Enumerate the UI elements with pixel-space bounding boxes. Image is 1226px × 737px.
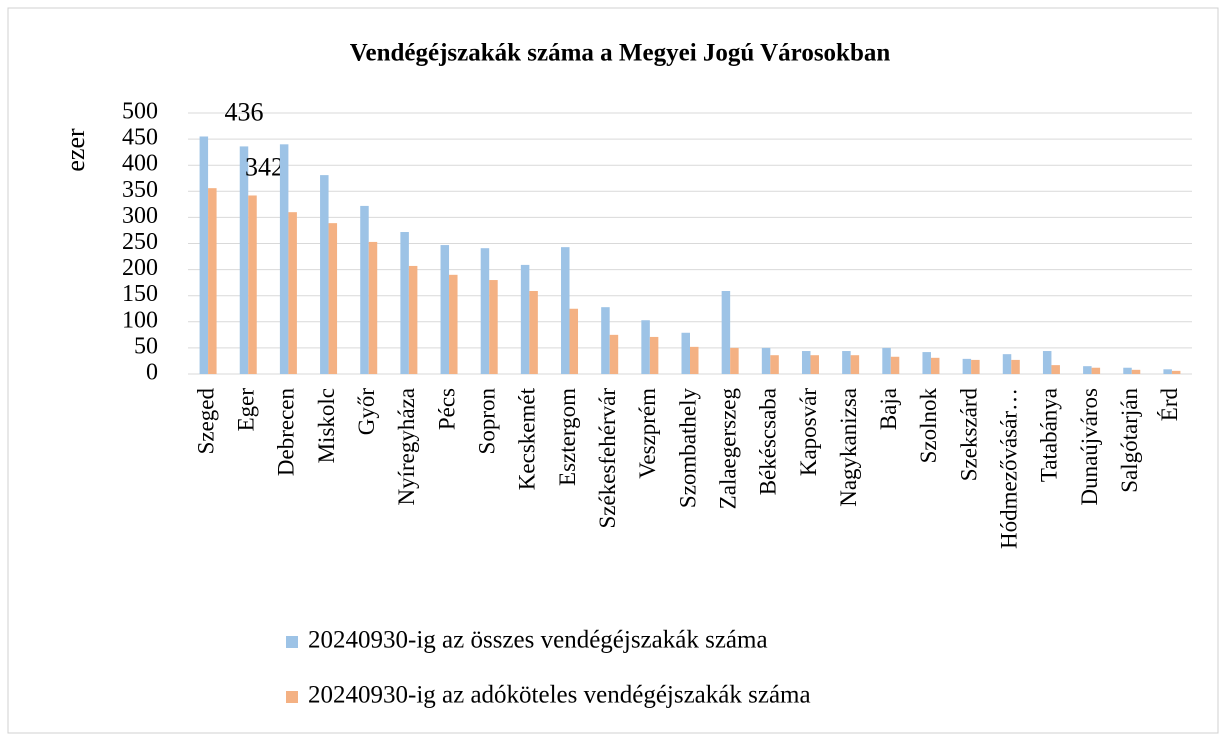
bar — [721, 291, 731, 374]
bar — [649, 336, 659, 374]
bar — [1042, 351, 1052, 374]
bar — [1091, 367, 1101, 374]
bar — [770, 355, 779, 374]
y-tick-label: 350 — [122, 177, 158, 203]
bar — [1083, 366, 1092, 374]
bar — [730, 347, 739, 374]
data-label: 342 — [245, 152, 284, 181]
bar — [1123, 367, 1132, 374]
bar — [1131, 369, 1141, 374]
y-tick-label: 250 — [122, 229, 158, 255]
bar — [489, 280, 498, 374]
y-tick-label: 150 — [122, 281, 158, 307]
x-tick-label: Székesfehérvár — [595, 388, 620, 529]
x-tick-label: Nagykanizsa — [836, 388, 861, 507]
bar — [801, 351, 811, 374]
bar — [930, 357, 940, 374]
bar — [810, 355, 819, 374]
x-tick-label: Nyíregyháza — [394, 388, 419, 506]
bar — [890, 356, 900, 374]
legend-swatch — [286, 691, 298, 703]
chart-title: Vendégéjszakák száma a Megyei Jogú Város… — [350, 40, 891, 67]
x-tick-label: Szeged — [193, 388, 218, 455]
bar — [480, 248, 490, 374]
bar — [641, 320, 650, 374]
bar — [971, 359, 980, 374]
x-tick-label: Sopron — [474, 388, 499, 455]
x-tick-label: Szolnok — [916, 388, 941, 464]
bar — [761, 347, 771, 374]
bar — [842, 351, 851, 374]
x-tick-label: Pécs — [434, 388, 459, 430]
x-tick-label: Kecskemét — [515, 387, 540, 490]
bar — [609, 334, 619, 374]
x-tick-label: Eger — [234, 388, 259, 432]
x-tick-label: Salgótarján — [1117, 388, 1142, 493]
bar — [1171, 370, 1181, 374]
y-tick-label: 100 — [122, 307, 158, 333]
x-tick-label: Győr — [354, 388, 379, 436]
x-tick-label: Érd — [1157, 388, 1182, 422]
y-axis-label: ezer — [61, 128, 90, 172]
bar — [408, 265, 418, 374]
x-tick-label: Esztergom — [555, 388, 580, 486]
bar — [690, 346, 699, 374]
y-tick-label: 300 — [122, 203, 158, 229]
bar — [882, 347, 891, 374]
bar — [1002, 354, 1012, 374]
y-tick-label: 400 — [122, 151, 158, 177]
bar — [328, 223, 338, 374]
x-tick-label: Kaposvár — [796, 388, 821, 476]
bar — [922, 352, 931, 374]
bar — [520, 264, 530, 374]
x-tick-label: Veszprém — [635, 388, 660, 479]
bar — [440, 245, 450, 374]
bar — [360, 205, 369, 374]
legend-swatch — [286, 636, 298, 648]
bar — [569, 308, 579, 374]
bar — [248, 195, 257, 374]
bar — [962, 358, 972, 374]
bar — [288, 212, 297, 374]
x-tick-label: Szekszárd — [956, 388, 981, 482]
y-tick-label: 0 — [146, 360, 158, 386]
bar — [279, 144, 289, 374]
y-tick-label: 200 — [122, 255, 158, 281]
bar — [601, 307, 610, 374]
bar — [239, 146, 249, 374]
bar — [1051, 365, 1060, 374]
x-tick-label: Baja — [876, 388, 901, 430]
bar — [199, 136, 209, 374]
bar — [320, 175, 329, 374]
bar — [529, 291, 538, 374]
bar — [1011, 359, 1020, 374]
y-tick-label: 500 — [122, 99, 158, 125]
bar — [681, 332, 690, 374]
bar — [208, 188, 217, 374]
x-tick-label: Dunaújváros — [1077, 388, 1102, 506]
y-tick-label: 50 — [134, 333, 158, 359]
y-tick-label: 450 — [122, 125, 158, 151]
bar — [1163, 369, 1172, 374]
x-tick-label: Tatabánya — [1037, 388, 1062, 482]
x-tick-label: Békéscsaba — [756, 388, 781, 495]
legend-label: 20240930-ig az adóköteles vendégéjszakák… — [308, 682, 811, 709]
x-tick-label: Miskolc — [314, 388, 339, 463]
x-tick-label: Szombathely — [675, 388, 700, 509]
bar — [449, 274, 458, 374]
bar — [561, 247, 570, 374]
data-label: 436 — [224, 97, 263, 126]
bar — [400, 232, 409, 374]
x-tick-label: Zalaegerszeg — [715, 388, 740, 510]
legend-label: 20240930-ig az összes vendégéjszakák szá… — [308, 627, 768, 654]
x-tick-label: Debrecen — [274, 388, 299, 477]
x-tick-label: Hódmezővásár… — [997, 388, 1022, 549]
bar — [368, 241, 378, 374]
bar — [850, 355, 860, 374]
